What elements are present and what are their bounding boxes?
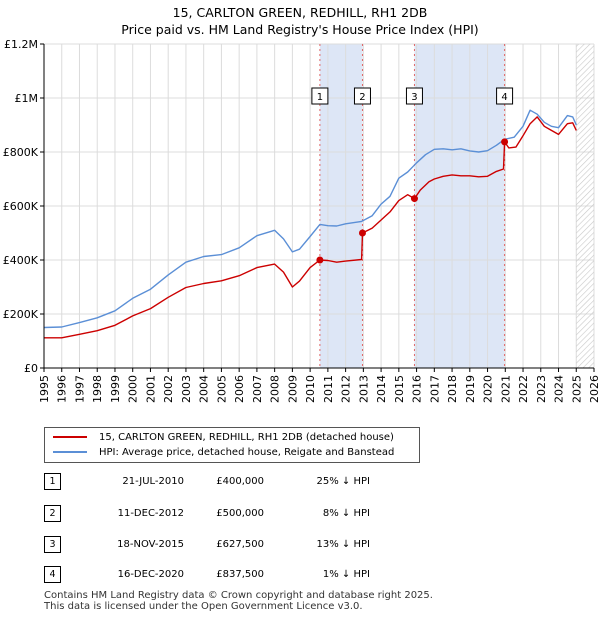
x-tick-label: 2007 xyxy=(251,375,264,403)
sale-hpi-diff: 13% ↓ HPI xyxy=(316,539,370,550)
x-tick-label: 2001 xyxy=(144,375,157,403)
x-tick-label: 1997 xyxy=(73,375,86,403)
y-tick-label: £400K xyxy=(3,254,39,267)
x-tick-label: 2000 xyxy=(127,375,140,403)
sale-number-box xyxy=(496,87,514,105)
x-tick-label: 2025 xyxy=(570,375,583,403)
sale-number: 3 xyxy=(44,536,61,553)
sale-number-label: 4 xyxy=(501,92,507,103)
x-tick-label: 2006 xyxy=(233,375,246,403)
x-tick-label: 2020 xyxy=(482,375,495,403)
sale-date: 18-NOV-2015 xyxy=(117,539,184,550)
sale-number-label: 2 xyxy=(359,92,365,103)
footer-line-1: Contains HM Land Registry data © Crown c… xyxy=(44,590,433,601)
x-tick-label: 2011 xyxy=(322,375,335,403)
chart-title: 15, CARLTON GREEN, REDHILL, RH1 2DB xyxy=(172,5,428,20)
sale-point xyxy=(410,195,418,203)
y-tick-label: £1.2M xyxy=(4,38,38,51)
hpi-line xyxy=(43,109,577,329)
sale-number-label: 3 xyxy=(411,92,417,103)
sale-point xyxy=(358,229,366,237)
legend-swatch-hpi xyxy=(53,451,87,453)
sale-date: 21-JUL-2010 xyxy=(122,476,184,487)
sale-date: 16-DEC-2020 xyxy=(117,569,184,580)
sale-point xyxy=(501,138,509,146)
legend-item-property: 15, CARLTON GREEN, REDHILL, RH1 2DB (det… xyxy=(53,431,394,445)
x-tick-label: 2005 xyxy=(215,375,228,403)
y-tick-label: £200K xyxy=(3,308,39,321)
x-tick-label: 2015 xyxy=(393,375,406,403)
legend-swatch-property xyxy=(53,436,87,438)
sale-point xyxy=(316,256,324,264)
sale-number-box xyxy=(353,87,371,105)
y-tick-label: £0 xyxy=(24,362,38,375)
sale-price: £400,000 xyxy=(216,476,264,487)
x-tick-label: 2002 xyxy=(162,375,175,403)
sale-number: 1 xyxy=(44,473,61,490)
y-tick-label: £800K xyxy=(3,146,39,159)
x-tick-label: 2022 xyxy=(517,375,530,403)
sale-price: £500,000 xyxy=(216,508,264,519)
legend: 15, CARLTON GREEN, REDHILL, RH1 2DB (det… xyxy=(44,427,420,463)
price-chart: 1 2 3 4 £0 £200K £400K £600K £800K £1M £1.2M 1995 1… xyxy=(3,38,600,403)
sale-date: 11-DEC-2012 xyxy=(117,508,184,519)
x-tick-label: 2013 xyxy=(357,375,370,403)
x-tick-label: 2024 xyxy=(553,375,566,403)
footer: Contains HM Land Registry data © Crown c… xyxy=(44,590,433,612)
x-tick-label: 2021 xyxy=(499,375,512,403)
x-tick-label: 2010 xyxy=(304,375,317,403)
x-tick-label: 1998 xyxy=(91,375,104,403)
sale-number: 2 xyxy=(44,505,61,522)
x-tick-label: 2017 xyxy=(428,375,441,403)
x-tick-label: 2019 xyxy=(464,375,477,403)
y-tick-label: £1M xyxy=(15,92,39,105)
property-price-line xyxy=(44,116,577,339)
legend-label-property: 15, CARLTON GREEN, REDHILL, RH1 2DB (det… xyxy=(99,432,394,443)
sale-number-label: 1 xyxy=(317,92,323,103)
x-tick-label: 2023 xyxy=(535,375,548,403)
sale-hpi-diff: 25% ↓ HPI xyxy=(316,476,370,487)
sale-number-box xyxy=(405,87,423,105)
x-tick-label: 1996 xyxy=(56,375,69,403)
x-tick-label: 2014 xyxy=(375,375,388,403)
legend-item-hpi: HPI: Average price, detached house, Reig… xyxy=(53,446,394,460)
sale-price: £837,500 xyxy=(216,569,264,580)
y-tick-label: £600K xyxy=(3,200,39,213)
x-tick-label: 2008 xyxy=(269,375,282,403)
x-tick-label: 2012 xyxy=(340,375,353,403)
sale-price: £627,500 xyxy=(216,539,264,550)
x-tick-label: 2009 xyxy=(286,375,299,403)
x-tick-label: 2018 xyxy=(446,375,459,403)
x-tick-label: 1999 xyxy=(109,375,122,403)
x-tick-label: 2026 xyxy=(588,375,600,403)
x-tick-label: 2003 xyxy=(180,375,193,403)
chart-subtitle: Price paid vs. HM Land Registry's House … xyxy=(121,22,479,37)
x-tick-label: 2016 xyxy=(411,375,424,403)
chart-title-block: 15, CARLTON GREEN, REDHILL, RH1 2DB Pric… xyxy=(0,4,600,38)
sale-hpi-diff: 8% ↓ HPI xyxy=(322,508,370,519)
sale-number: 4 xyxy=(44,566,61,583)
sale-hpi-diff: 1% ↓ HPI xyxy=(322,569,370,580)
x-tick-label: 1995 xyxy=(38,375,51,403)
sale-number-box xyxy=(311,87,329,105)
footer-line-2: This data is licensed under the Open Gov… xyxy=(44,601,363,612)
forecast-hatch xyxy=(576,44,594,368)
x-tick-label: 2004 xyxy=(198,375,211,403)
legend-label-hpi: HPI: Average price, detached house, Reig… xyxy=(99,447,395,458)
